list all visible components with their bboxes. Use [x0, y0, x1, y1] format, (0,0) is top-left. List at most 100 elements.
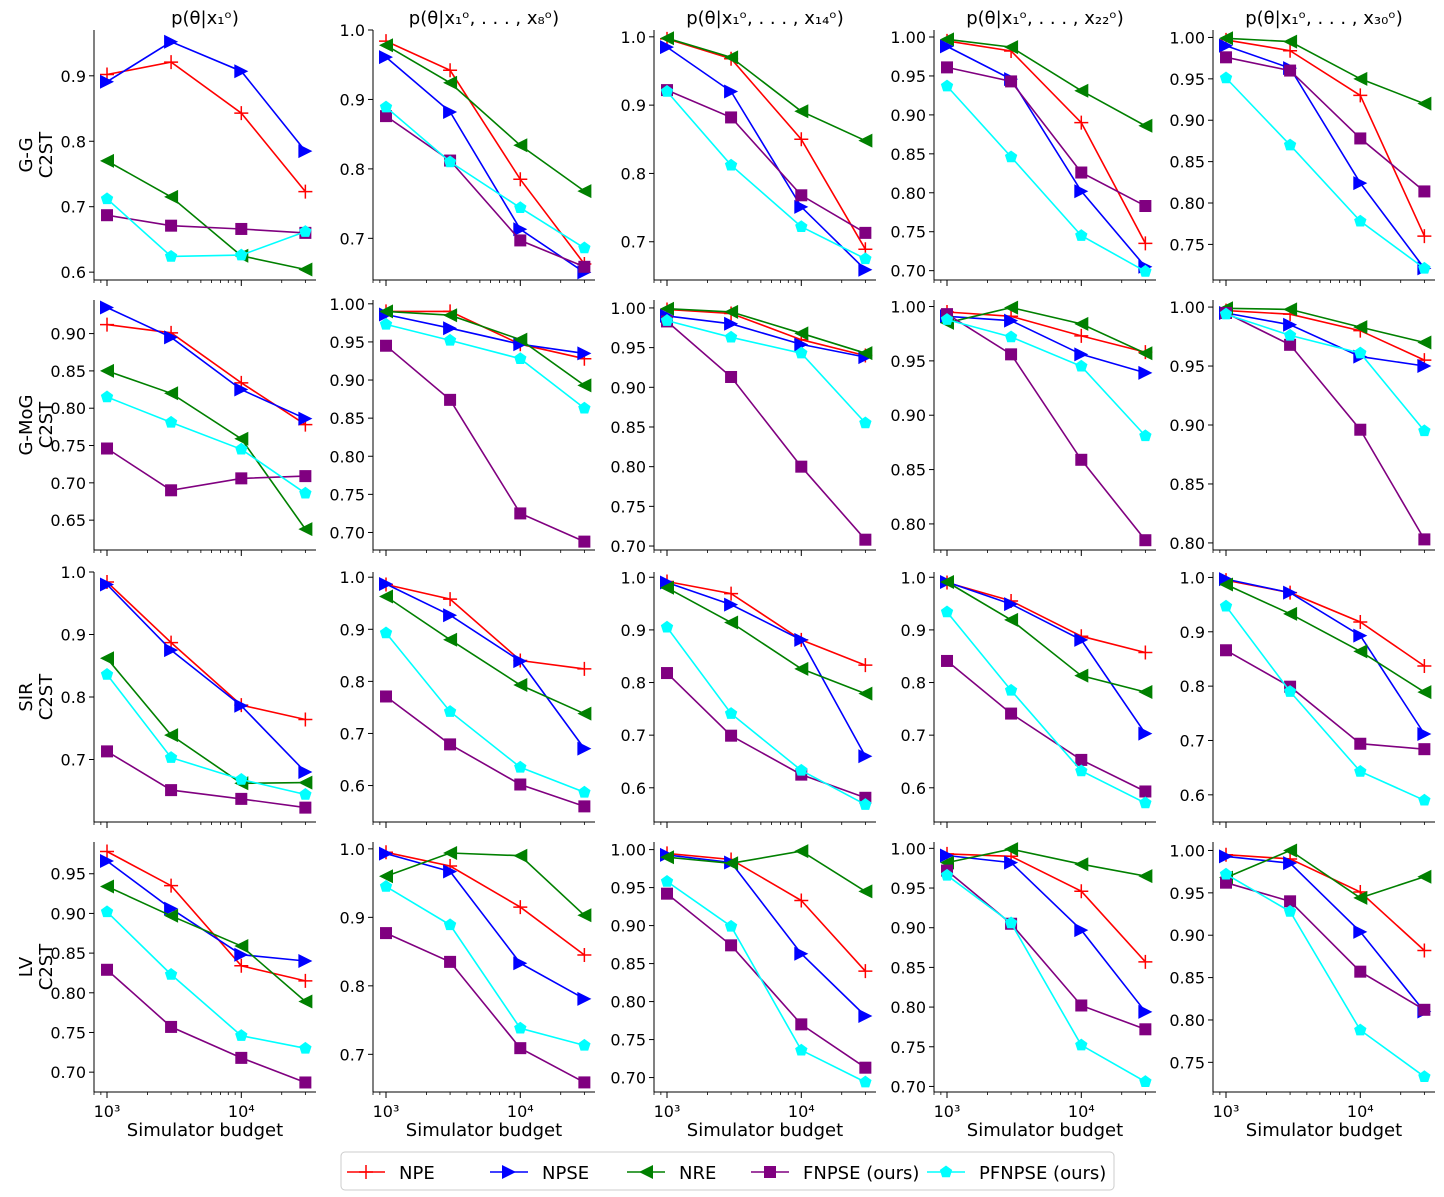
series-line	[1225, 312, 1426, 540]
y-tick-label: 1.0	[621, 568, 646, 587]
series-nre	[940, 575, 1153, 699]
data-point	[1353, 176, 1368, 191]
data-point	[940, 605, 954, 618]
y-tick-label: 0.85	[610, 418, 646, 437]
data-point	[443, 155, 457, 168]
series-line	[385, 583, 586, 750]
y-tick-label: 0.90	[50, 325, 86, 344]
data-point	[443, 321, 458, 336]
data-point	[444, 955, 457, 968]
data-point	[1353, 924, 1368, 939]
y-tick-label: 0.70	[890, 1077, 926, 1096]
data-point	[101, 442, 114, 455]
data-point	[858, 133, 873, 148]
data-point	[379, 880, 393, 892]
series-fnpse	[380, 339, 591, 548]
y-tick-label: 0.80	[1169, 534, 1205, 553]
column-title: p(θ|x₁ᵒ, . . . , x₃₀ᵒ)	[1245, 8, 1403, 29]
data-point	[235, 442, 248, 455]
data-point	[1139, 1023, 1152, 1036]
series-pfnpse	[1219, 867, 1431, 1082]
series-nre	[940, 300, 1153, 361]
series-npse	[1219, 849, 1432, 1019]
data-point	[794, 946, 809, 961]
series-line	[385, 695, 585, 808]
data-point	[1219, 849, 1234, 864]
series-npse	[100, 300, 313, 426]
series-nre	[100, 153, 313, 277]
data-point	[513, 172, 528, 187]
series-fnpse	[941, 864, 1152, 1036]
data-point	[577, 661, 592, 676]
data-point	[299, 486, 312, 499]
data-point	[1219, 31, 1234, 46]
series-line	[385, 56, 585, 274]
series-npse	[1219, 305, 1432, 374]
series-pfnpse	[940, 605, 1152, 809]
series-npe	[100, 575, 313, 727]
data-point	[443, 333, 457, 346]
series-line	[385, 852, 585, 1000]
data-point	[577, 741, 592, 756]
data-point	[660, 875, 674, 887]
data-point	[1354, 1023, 1367, 1036]
panel-r3-c4: 0.75 0.80 0.85 0.90 0.95 1.00 10³ 10⁴Simulator …	[1169, 841, 1435, 1141]
data-point	[660, 850, 675, 865]
data-point	[101, 745, 114, 758]
y-tick-label: 0.80	[890, 515, 926, 534]
data-point	[164, 901, 179, 916]
series-pfnpse	[660, 875, 872, 1088]
series-nre	[1219, 31, 1432, 111]
series-pfnpse	[660, 84, 872, 265]
data-point	[379, 846, 394, 861]
y-tick-label: 0.95	[890, 67, 926, 86]
data-point	[858, 884, 873, 899]
series-line	[666, 46, 866, 271]
data-point	[100, 74, 115, 89]
data-point	[165, 484, 178, 497]
data-point	[577, 378, 592, 393]
data-point	[164, 415, 178, 428]
data-point	[577, 908, 592, 923]
series-npe	[100, 55, 313, 199]
data-point	[513, 654, 528, 669]
y-tick-label: 0.7	[1180, 731, 1205, 750]
data-point	[514, 234, 527, 247]
data-point	[724, 84, 739, 99]
series-line	[385, 40, 586, 265]
data-point	[724, 50, 739, 65]
series-pfnpse	[940, 868, 1152, 1087]
data-point	[1004, 916, 1018, 929]
y-tick-label: 1.0	[340, 21, 365, 40]
data-point	[660, 314, 674, 326]
series-line	[1225, 307, 1425, 344]
y-tick-label: 1.00	[329, 295, 365, 314]
y-tick-label: 0.80	[50, 399, 86, 418]
series-line	[385, 115, 585, 268]
data-point	[100, 577, 115, 592]
data-point	[379, 50, 394, 65]
data-point	[940, 575, 955, 589]
data-point	[443, 75, 458, 90]
y-tick-label: 0.9	[340, 620, 365, 639]
series-line	[106, 581, 306, 721]
data-point	[1354, 346, 1367, 359]
y-tick-label: 0.7	[61, 198, 86, 217]
y-tick-label: 0.9	[621, 96, 646, 115]
data-point	[858, 346, 873, 361]
series-nre	[1219, 577, 1432, 700]
x-tick-label: 10⁴	[1068, 1102, 1095, 1121]
data-point	[1353, 890, 1368, 905]
series-line	[106, 674, 306, 796]
data-point	[1138, 645, 1153, 660]
series-line	[1225, 56, 1425, 193]
data-point	[235, 1051, 248, 1064]
series-line	[946, 874, 1146, 1083]
series-npse	[660, 308, 873, 365]
y-tick-label: 0.80	[610, 993, 646, 1012]
data-point	[1283, 34, 1298, 49]
series-nre	[379, 589, 592, 721]
data-point	[859, 798, 872, 810]
y-tick-label: 0.80	[329, 447, 365, 466]
